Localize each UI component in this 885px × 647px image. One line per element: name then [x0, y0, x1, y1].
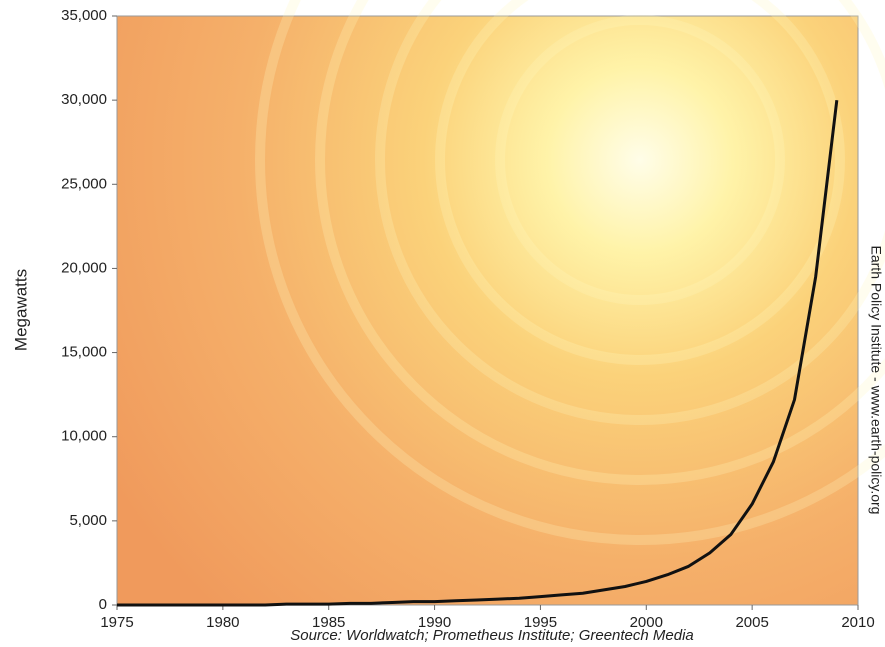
data-line [117, 99, 839, 607]
x-tick-label: 1975 [100, 614, 133, 631]
y-tick-label: 35,000 [61, 7, 107, 24]
y-tick-label: 30,000 [61, 91, 107, 108]
y-tick-label: 25,000 [61, 175, 107, 192]
sun-rays [255, 0, 885, 545]
x-tick-label: 1990 [418, 614, 451, 631]
y-tick-label: 20,000 [61, 259, 107, 276]
plot-background [116, 15, 859, 606]
x-tick-label: 1995 [524, 614, 557, 631]
x-tick-label: 1985 [312, 614, 345, 631]
y-tick-label: 5,000 [69, 512, 107, 529]
side-note: Earth Policy Institute - www.earth-polic… [868, 246, 884, 515]
x-tick-label: 2000 [630, 614, 663, 631]
x-tick-label: 2005 [735, 614, 768, 631]
y-tick-label: 15,000 [61, 344, 107, 361]
y-tick-label: 0 [99, 596, 107, 613]
x-tick-label: 1980 [206, 614, 239, 631]
y-axis-label: Megawatts [11, 269, 30, 351]
source-note: Source: Worldwatch; Prometheus Institute… [290, 627, 694, 644]
y-tick-label: 10,000 [61, 428, 107, 445]
x-tick-label: 2010 [841, 614, 874, 631]
